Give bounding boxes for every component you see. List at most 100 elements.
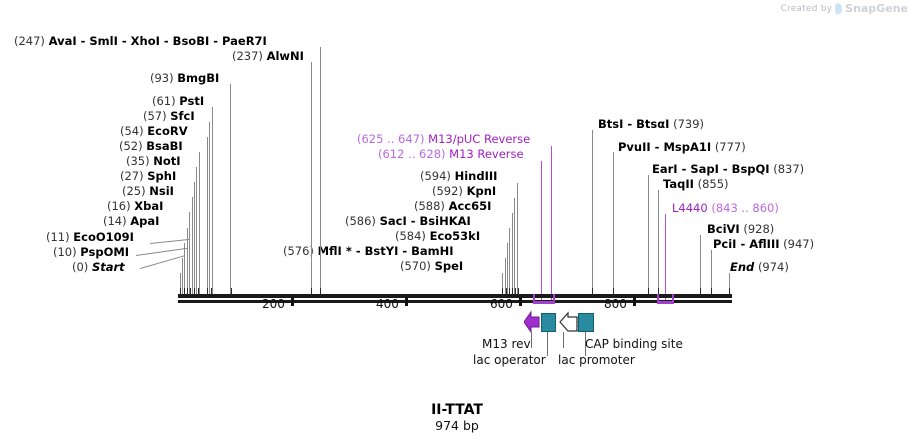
feature-caption-lac-operator: lac operator [473,353,546,367]
enzyme-label[interactable]: TaqII (855) [663,177,729,191]
cut-site-tick [184,288,185,295]
axis-tick [405,297,408,306]
feature-lac-promoter-box[interactable] [578,313,594,332]
cut-site-tick [320,288,321,295]
enzyme-label[interactable]: (594) HindIII [420,169,497,183]
leader-line [700,235,701,294]
enzyme-position: (947) [783,237,815,251]
enzyme-label[interactable]: (237) AlwNI [232,49,304,63]
enzyme-label[interactable]: (586) SacI - BsiHKAI [345,214,471,228]
leader-line [502,273,503,294]
snapgene-watermark: Created by SnapGene [781,2,908,15]
primer-label[interactable]: (612 .. 628) M13 Reverse [378,147,524,161]
leader-line [182,258,183,294]
enzyme-names: KpnI [466,184,497,198]
enzyme-label[interactable]: BciVI (928) [707,222,774,236]
snapgene-leaf-icon [834,2,844,15]
enzyme-position: (855) [697,177,729,191]
axis-tick [519,297,522,306]
primer-bracket [533,301,555,304]
enzyme-position: (588) [414,199,445,213]
enzyme-label[interactable]: (27) SphI [120,169,176,183]
axis-tick-label: 600 [490,297,513,311]
primer-label[interactable]: (625 .. 647) M13/pUC Reverse [357,132,530,146]
primer-range: (612 .. 628) [378,147,446,161]
leader-line [196,167,197,294]
leader-line [187,228,188,294]
enzyme-label[interactable]: (35) NotI [126,154,181,168]
feature-m13-rev-arrow-icon[interactable] [524,310,540,334]
enzyme-position: (576) [283,244,314,258]
primer-range: (843 .. 860) [711,201,779,215]
start-label[interactable]: (0) Start [72,260,125,274]
axis-tick-label: 800 [604,297,627,311]
watermark-brand: SnapGene [845,2,908,15]
enzyme-label[interactable]: (14) ApaI [103,214,159,228]
enzyme-names: NsiI [149,184,174,198]
primer-range: (625 .. 647) [357,132,425,146]
primer-bracket-stem [672,294,674,302]
enzyme-label[interactable]: (570) SpeI [400,259,463,273]
enzyme-label[interactable]: EarI - SapI - BspQI (837) [652,162,804,176]
leader-line [592,130,593,294]
end-label[interactable]: End (974) [730,260,789,274]
enzyme-names: MflI * - BstYI - BamHI [317,244,454,258]
feature-caption-cap-binding-site: CAP binding site [585,337,683,351]
enzyme-position: (739) [673,117,705,131]
enzyme-names: AlwNI [266,49,304,63]
enzyme-label[interactable]: (93) BmgBI [150,71,219,85]
enzyme-names: PspOMI [80,245,130,259]
map-title: II-TTAT [431,402,483,418]
enzyme-position: (974) [757,260,789,274]
primer-name: L4440 [672,201,708,215]
leader-line [509,228,510,294]
enzyme-names: SfcI [170,109,195,123]
enzyme-position: (237) [232,49,263,63]
enzyme-label[interactable]: BtsI - BtsαI (739) [598,117,704,131]
enzyme-label[interactable]: (576) MflI * - BstYI - BamHI [283,244,454,258]
enzyme-label[interactable]: PciI - AflIII (947) [713,237,814,251]
leader-line [320,47,321,294]
primer-leader-line [665,214,667,301]
cut-site-tick [311,288,312,295]
enzyme-label[interactable]: (54) EcoRV [120,124,188,138]
enzyme-label[interactable]: (584) Eco53kI [395,229,480,243]
leader-line [729,273,730,294]
leader-line [514,198,515,294]
enzyme-position: (247) [14,34,45,48]
enzyme-names: SphI [147,169,177,183]
enzyme-label[interactable]: (11) EcoO109I [46,230,134,244]
enzyme-position: (584) [395,229,426,243]
primer-label[interactable]: L4440 (843 .. 860) [672,201,779,215]
primer-name: M13 Reverse [449,147,524,161]
axis-tick [291,297,294,306]
enzyme-label[interactable]: (61) PstI [152,94,204,108]
enzyme-label[interactable]: (588) Acc65I [414,199,491,213]
enzyme-label[interactable]: (10) PspOMI [53,245,129,259]
enzyme-label[interactable]: (25) NsiI [122,184,174,198]
caption-connector [531,332,532,348]
enzyme-position: (837) [773,162,805,176]
enzyme-label[interactable]: (592) KpnI [432,184,496,198]
enzyme-label[interactable]: PvuII - MspA1I (777) [618,140,746,154]
enzyme-names: BsaBI [146,139,183,153]
cut-site-tick [648,288,649,295]
feature-cap-binding-site-arrow-icon[interactable] [559,310,579,334]
leader-line [184,243,185,294]
enzyme-names: NotI [153,154,181,168]
enzyme-position: (16) [107,199,131,213]
enzyme-label[interactable]: (16) XbaI [107,199,163,213]
enzyme-position: (14) [103,214,127,228]
leader-line [230,84,231,294]
caption-connector [547,332,548,356]
enzyme-position: (54) [120,124,144,138]
enzyme-position: (25) [122,184,146,198]
leader-line [648,175,649,294]
enzyme-label[interactable]: (52) BsaBI [119,139,183,153]
enzyme-label[interactable]: (57) SfcI [143,109,195,123]
enzyme-label[interactable]: (247) AvaI - SmlI - XhoI - BsoBI - PaeR7… [14,34,267,48]
enzyme-position: (93) [150,71,174,85]
cut-site-tick [231,288,232,295]
feature-lac-operator-box[interactable] [541,313,556,332]
